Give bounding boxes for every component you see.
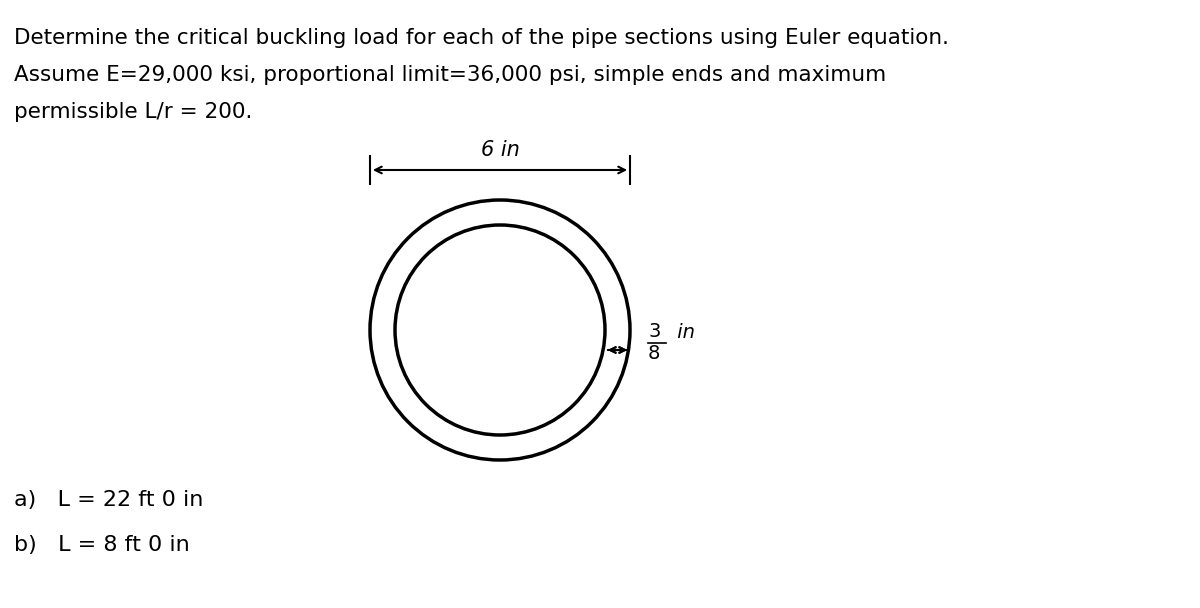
Text: Assume E=29,000 ksi, proportional limit=36,000 psi, simple ends and maximum: Assume E=29,000 ksi, proportional limit=… [14,65,887,85]
Text: Determine the critical buckling load for each of the pipe sections using Euler e: Determine the critical buckling load for… [14,28,949,48]
Text: b)   L = 8 ft 0 in: b) L = 8 ft 0 in [14,535,190,555]
Text: permissible L/r = 200.: permissible L/r = 200. [14,102,252,122]
Text: 3: 3 [648,322,660,341]
Text: in: in [671,323,695,342]
Text: a)   L = 22 ft 0 in: a) L = 22 ft 0 in [14,490,203,510]
Text: 6 in: 6 in [480,140,520,160]
Text: 8: 8 [648,344,660,363]
